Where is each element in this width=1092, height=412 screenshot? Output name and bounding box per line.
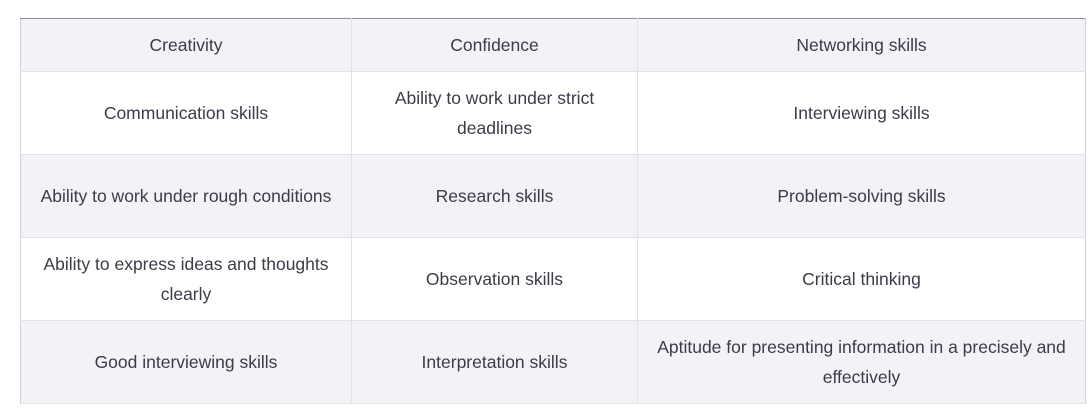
table-cell: Problem-solving skills	[637, 154, 1086, 238]
table-cell: Communication skills	[20, 71, 352, 155]
table-row: Good interviewing skills Interpretation …	[20, 320, 1086, 404]
table-cell: Networking skills	[637, 18, 1086, 72]
table-row: Communication skills Ability to work und…	[20, 71, 1086, 155]
table-row: Ability to express ideas and thoughts cl…	[20, 237, 1086, 321]
table-cell: Confidence	[351, 18, 638, 72]
table-cell: Ability to work under strict deadlines	[351, 71, 638, 155]
table-row: Ability to work under rough conditions R…	[20, 154, 1086, 238]
skills-table: Creativity Confidence Networking skills …	[20, 18, 1086, 404]
table-cell: Creativity	[20, 18, 352, 72]
table-cell: Observation skills	[351, 237, 638, 321]
table-row: Creativity Confidence Networking skills	[20, 18, 1086, 72]
table-cell: Interviewing skills	[637, 71, 1086, 155]
table-cell: Interpretation skills	[351, 320, 638, 404]
table-cell: Aptitude for presenting information in a…	[637, 320, 1086, 404]
skills-table-container: Creativity Confidence Networking skills …	[20, 18, 1086, 404]
table-cell: Critical thinking	[637, 237, 1086, 321]
table-cell: Ability to work under rough conditions	[20, 154, 352, 238]
table-cell: Good interviewing skills	[20, 320, 352, 404]
table-cell: Research skills	[351, 154, 638, 238]
table-cell: Ability to express ideas and thoughts cl…	[20, 237, 352, 321]
